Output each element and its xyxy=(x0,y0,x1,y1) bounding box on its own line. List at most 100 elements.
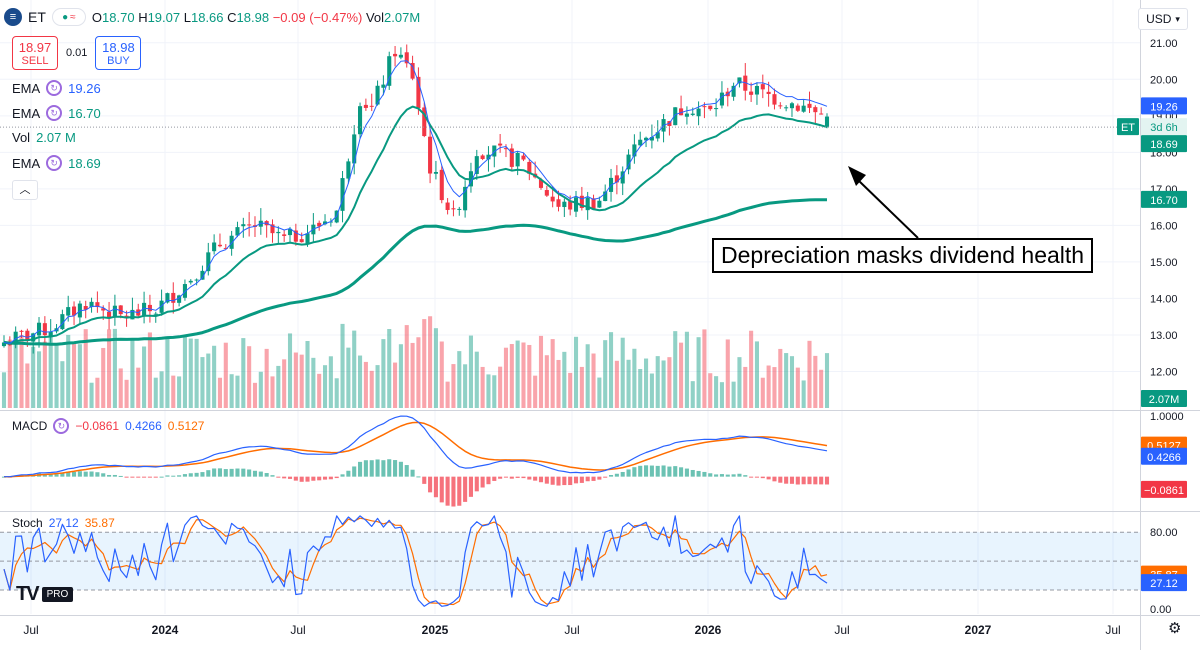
macd-hist-bar xyxy=(801,476,806,485)
volume-bar xyxy=(789,356,795,408)
candle xyxy=(638,131,643,147)
collapse-legend-button[interactable]: ︿ xyxy=(12,180,38,200)
candle xyxy=(626,149,631,175)
candle xyxy=(772,88,777,110)
candle xyxy=(258,208,263,235)
candle xyxy=(299,232,304,243)
settings-icon[interactable]: ↻ xyxy=(46,155,63,171)
sell-button[interactable]: 18.97 SELL xyxy=(12,36,58,70)
candle xyxy=(130,297,135,320)
candle xyxy=(48,319,53,343)
currency-selector[interactable]: USD ▾ xyxy=(1138,8,1188,30)
macd-hist-bar xyxy=(71,471,77,477)
macd-hist-badge-text: −0.0861 xyxy=(1144,485,1184,497)
gear-icon[interactable]: ⚙ xyxy=(1168,620,1182,637)
candle xyxy=(819,107,824,115)
volume-bar xyxy=(142,346,147,408)
candle xyxy=(311,213,316,242)
symbol-name[interactable]: ET xyxy=(28,9,46,25)
buy-button[interactable]: 18.98 BUY xyxy=(95,36,142,70)
macd-hist-bar xyxy=(381,460,386,477)
candle xyxy=(655,120,660,142)
macd-hist-bar xyxy=(95,472,100,477)
candle xyxy=(89,297,94,313)
company-logo[interactable]: ≡ xyxy=(4,8,22,26)
volume-bar xyxy=(77,344,82,408)
time-tick-label: 2026 xyxy=(695,623,722,637)
volume-bar xyxy=(95,377,100,408)
volume-bar xyxy=(48,333,53,408)
macd-hist-bar xyxy=(468,476,473,497)
volume-bar xyxy=(153,377,158,408)
volume-bar xyxy=(579,366,584,408)
stoch-legend[interactable]: Stoch 27.12 35.87 xyxy=(12,516,115,530)
volume-bar xyxy=(252,382,258,408)
volume-bar xyxy=(585,344,590,408)
indicator-volume[interactable]: Vol 2.07 M xyxy=(12,130,76,145)
candle xyxy=(795,103,800,112)
indicator-ema-vol[interactable]: EMA ↻ 18.69 xyxy=(12,155,101,171)
volume-bar xyxy=(188,338,193,408)
volume-bar xyxy=(293,352,298,408)
volume-bar xyxy=(725,339,730,408)
tradingview-logo[interactable]: TV PRO xyxy=(16,583,74,606)
ema-slow-badge: 16.70 xyxy=(1141,190,1187,208)
volume-bar xyxy=(737,357,742,408)
settings-icon[interactable]: ↻ xyxy=(46,80,63,96)
macd-hist-bar xyxy=(159,476,164,478)
candle xyxy=(719,81,724,109)
indicator-ema-slow[interactable]: EMA ↻ 16.70 xyxy=(12,105,101,121)
price-tick-label: 15.00 xyxy=(1150,257,1178,269)
candle xyxy=(749,82,754,102)
volume-bar xyxy=(509,344,514,408)
candle xyxy=(824,113,830,129)
volume-bar xyxy=(620,337,625,408)
macd-hist-bar xyxy=(404,465,409,477)
settings-icon[interactable]: ↻ xyxy=(46,105,63,121)
volume-bar xyxy=(480,366,485,408)
volume-bar xyxy=(801,380,806,408)
macd-legend[interactable]: MACD ↻ −0.0861 0.4266 0.5127 xyxy=(12,418,205,434)
low-value: 18.66 xyxy=(190,9,224,25)
candle xyxy=(410,55,415,81)
close-value: 18.98 xyxy=(236,9,270,25)
candle xyxy=(649,124,654,149)
candle xyxy=(428,124,433,184)
macd-hist-bar xyxy=(661,465,666,477)
macd-hist-bar xyxy=(153,476,158,478)
macd-hist-bar xyxy=(235,468,240,477)
candle xyxy=(644,136,649,148)
change-value: −0.09 (−0.47%) xyxy=(272,9,363,25)
volume-bar xyxy=(679,342,684,408)
last-price-badge-text: 18.69 xyxy=(1150,139,1178,151)
time-tick-label: 2024 xyxy=(152,623,179,637)
visibility-toggle[interactable]: ● ≈ xyxy=(51,8,86,26)
settings-icon[interactable]: ↻ xyxy=(53,418,70,434)
open-value: 18.70 xyxy=(102,9,135,25)
candle xyxy=(340,170,345,223)
volume-bar xyxy=(784,353,789,408)
volume-bar xyxy=(626,359,631,408)
indicator-ema-fast[interactable]: EMA ↻ 19.26 xyxy=(12,80,101,96)
macd-hist-bar xyxy=(393,460,398,477)
volume-bar xyxy=(416,337,421,408)
candle xyxy=(317,220,322,231)
volume-badge: 2.07M xyxy=(1141,390,1187,407)
volume-bar xyxy=(422,319,427,408)
macd-hist-bar xyxy=(754,476,760,478)
candle xyxy=(346,158,351,184)
macd-hist-bar xyxy=(538,476,544,483)
macd-hist-bar xyxy=(317,476,322,481)
eye-icon: ● xyxy=(62,11,69,23)
macd-hist-bar xyxy=(766,476,771,480)
volume-bar xyxy=(655,356,660,408)
macd-hist-bar xyxy=(807,476,812,485)
macd-hist-bar xyxy=(638,465,643,477)
price-tick-label: 14.00 xyxy=(1150,293,1178,305)
time-tick-label: Jul xyxy=(290,623,305,637)
macd-hist-bar xyxy=(322,476,328,480)
volume-bar xyxy=(118,368,123,408)
macd-hist-bar xyxy=(457,476,462,506)
chevron-up-icon: ︿ xyxy=(19,184,31,196)
